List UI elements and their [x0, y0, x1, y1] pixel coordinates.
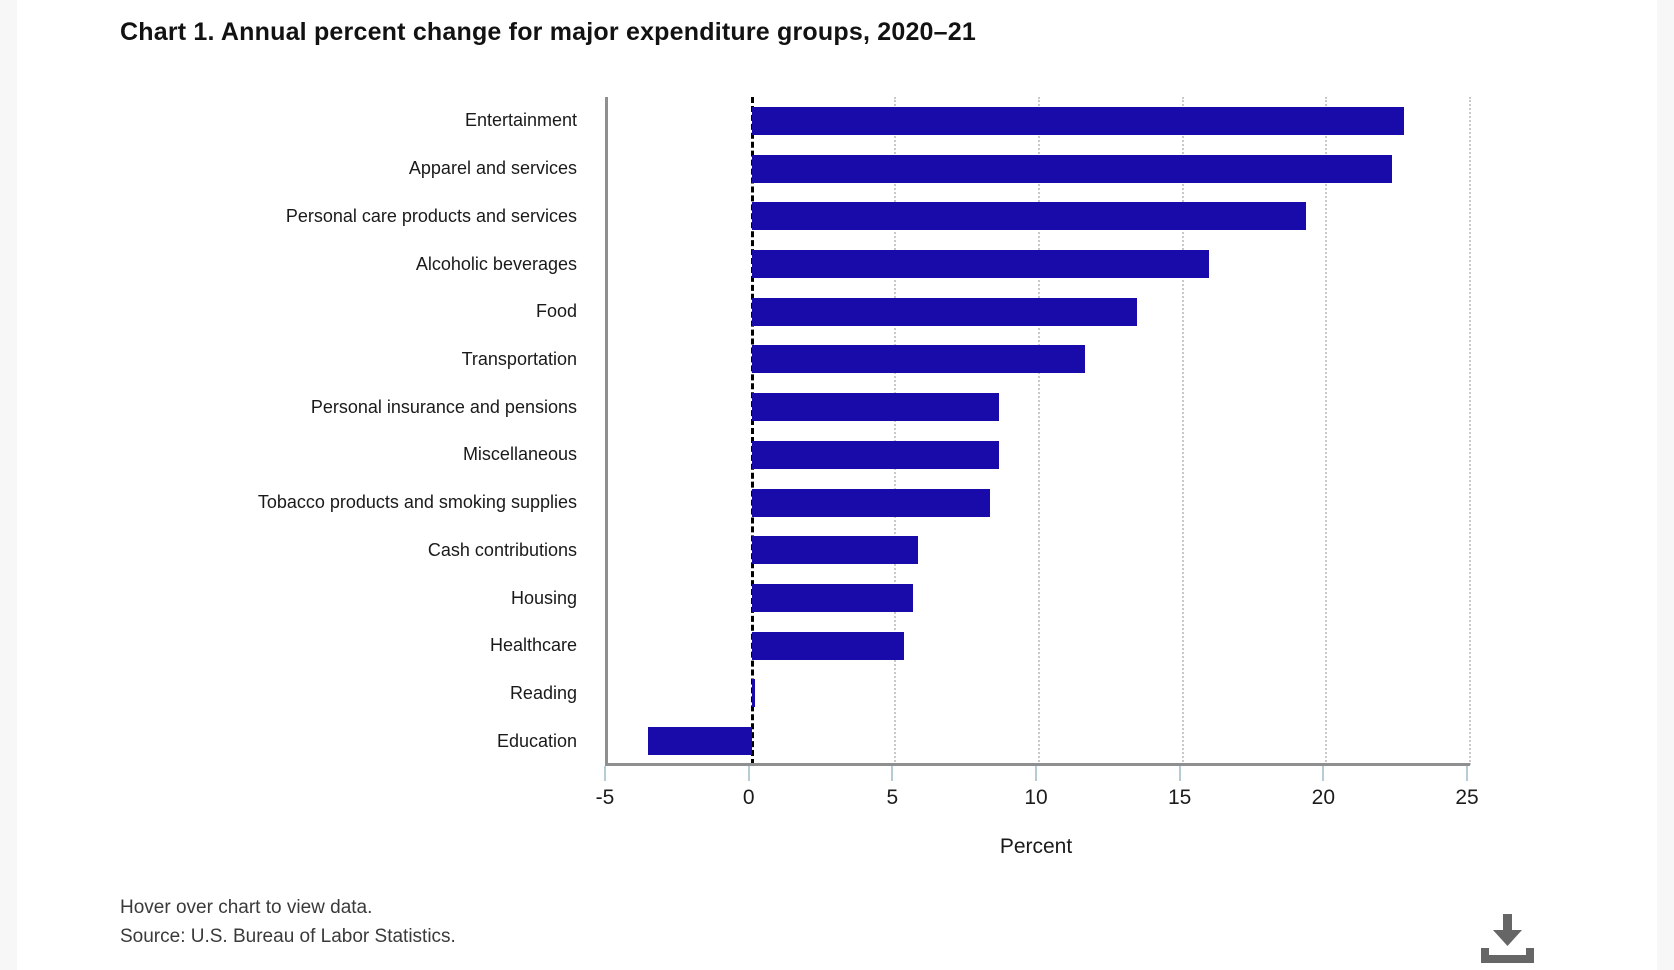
- bar[interactable]: [751, 154, 1393, 183]
- bar-row: [608, 192, 1470, 240]
- gridline: [894, 97, 897, 765]
- bar-row: [608, 240, 1470, 288]
- bar[interactable]: [751, 583, 913, 612]
- bar-row: [608, 431, 1470, 479]
- bar[interactable]: [751, 536, 919, 565]
- x-tick: [604, 766, 606, 781]
- source-note: Source: U.S. Bureau of Labor Statistics.: [120, 926, 456, 947]
- category-label: Entertainment: [464, 110, 577, 131]
- bar[interactable]: [751, 297, 1137, 326]
- plot-area[interactable]: [605, 97, 1471, 765]
- bar-row: [608, 670, 1470, 718]
- bar-row: [608, 288, 1470, 336]
- download-button[interactable]: [1478, 912, 1536, 966]
- x-tick: [747, 766, 750, 781]
- x-axis-title: Percent: [999, 835, 1073, 858]
- download-icon: [1481, 914, 1534, 963]
- bar-row: [608, 622, 1470, 670]
- x-tick-label: -5: [595, 786, 615, 809]
- category-label: Healthcare: [489, 635, 577, 656]
- category-label: Food: [535, 301, 577, 322]
- x-tick-label: 20: [1311, 786, 1336, 809]
- gridline: [1469, 97, 1471, 765]
- x-tick: [891, 766, 894, 781]
- bar[interactable]: [751, 631, 904, 660]
- x-tick: [1178, 766, 1181, 781]
- bar-row: [608, 145, 1470, 193]
- category-label: Education: [496, 730, 577, 751]
- category-label: Personal insurance and pensions: [310, 396, 577, 417]
- bar[interactable]: [751, 202, 1307, 231]
- x-axis: -5 0 5 10 15 20 25: [596, 766, 1479, 826]
- hover-note: Hover over chart to view data.: [120, 897, 373, 918]
- page-gutter-left: [0, 0, 17, 970]
- x-tick: [1322, 766, 1325, 781]
- category-label: Transportation: [461, 348, 577, 369]
- x-axis-spine: [605, 763, 1470, 766]
- bar[interactable]: [751, 106, 1404, 135]
- bar[interactable]: [751, 345, 1085, 374]
- gridline: [1038, 97, 1040, 765]
- category-label: Miscellaneous: [462, 444, 577, 465]
- category-label: Housing: [510, 587, 577, 608]
- bar[interactable]: [648, 727, 752, 756]
- gridline: [1325, 97, 1328, 765]
- x-tick-label: 25: [1455, 786, 1479, 809]
- bar-row: [608, 336, 1470, 384]
- bar-row: [608, 526, 1470, 574]
- bar[interactable]: [751, 249, 1209, 278]
- category-label: Personal care products and services: [285, 205, 577, 226]
- x-tick-label: 5: [886, 786, 899, 809]
- category-labels: Entertainment Apparel and services Persona…: [120, 97, 577, 765]
- chart-title: Chart 1. Annual percent change for major…: [120, 18, 976, 46]
- bar-row: [608, 717, 1470, 765]
- category-label: Reading: [509, 682, 577, 703]
- bar-row: [608, 479, 1470, 527]
- category-label: Cash contributions: [427, 539, 577, 560]
- gridline: [1181, 97, 1184, 765]
- category-label: Apparel and services: [408, 158, 577, 179]
- x-tick-label: 10: [1024, 786, 1048, 809]
- bar[interactable]: [751, 488, 991, 517]
- x-tick-label: 15: [1167, 786, 1192, 809]
- category-label: Tobacco products and smoking supplies: [257, 492, 577, 513]
- bar-row: [608, 574, 1470, 622]
- x-tick-label: 0: [742, 786, 755, 809]
- bar-row: [608, 383, 1470, 431]
- bar[interactable]: [751, 393, 999, 422]
- bar-row: [608, 97, 1470, 145]
- chart-notes: Hover over chart to view data. Source: U…: [120, 893, 456, 951]
- page-gutter-right: [1657, 0, 1674, 970]
- zero-line: [750, 97, 754, 765]
- bar[interactable]: [751, 440, 999, 469]
- bar[interactable]: [751, 679, 755, 708]
- category-label: Alcoholic beverages: [415, 253, 577, 274]
- x-tick: [1035, 766, 1037, 781]
- x-tick: [1466, 766, 1468, 781]
